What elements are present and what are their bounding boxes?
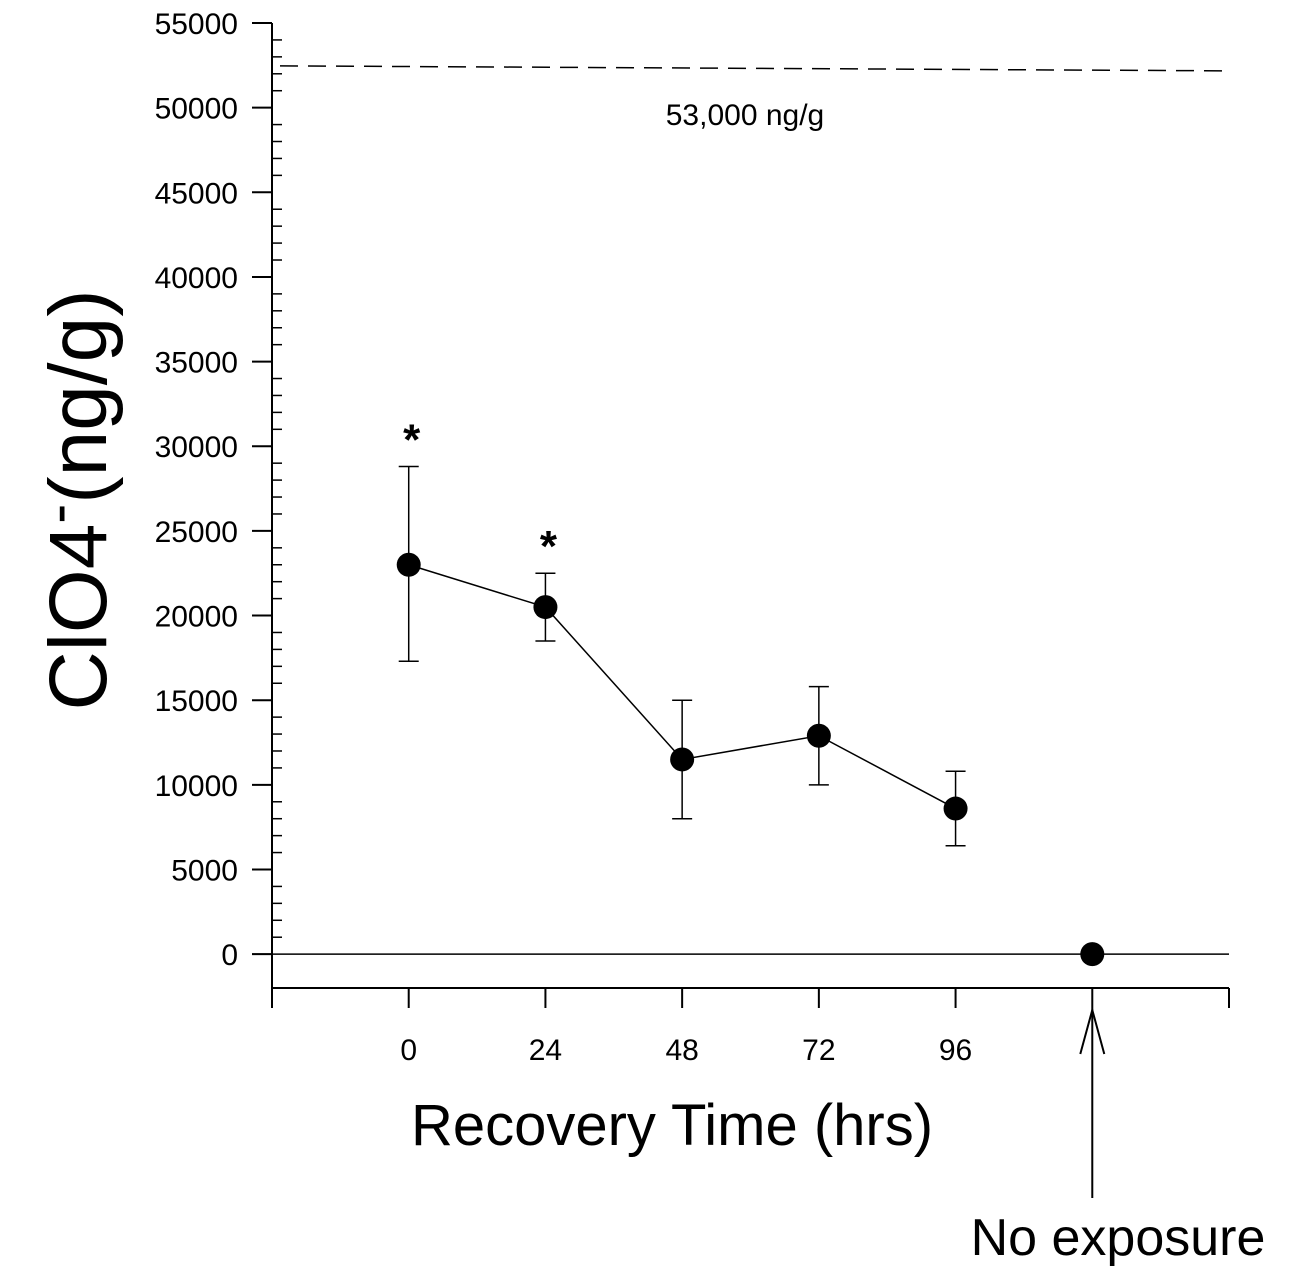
reference-line-group [279,65,1230,72]
y-tick-label: 5000 [171,854,238,887]
reference-line-label: 53,000 ng/g [666,99,824,132]
y-tick-label: 10000 [155,770,238,803]
x-tick-label: 72 [802,1034,835,1067]
data-point [943,796,968,821]
no-exposure-arrow-head [1079,1006,1106,1055]
significance-marker: * [540,522,558,571]
y-axis-title-main: ClO4 [33,524,124,711]
data-point [806,723,831,748]
x-tick-label: 24 [529,1034,562,1067]
data-point [670,747,695,772]
x-tick-label: 96 [939,1034,972,1067]
y-axis-title-unit: (ng/g) [33,289,124,503]
y-tick-label: 35000 [155,347,238,380]
no-exposure-label: No exposure [971,1209,1266,1267]
y-tick-label: 25000 [155,516,238,549]
y-tick-label: 30000 [155,431,238,464]
no-exposure-point [1080,942,1105,967]
y-axis-title-superscript: - [24,504,91,524]
significance-marker: * [403,416,421,465]
data-marks: ** [396,416,1106,1198]
x-tick-label: 48 [665,1034,698,1067]
data-point [533,595,558,620]
y-tick-label: 45000 [155,177,238,210]
x-axis-title: Recovery Time (hrs) [411,1093,933,1158]
y-tick-label: 55000 [155,8,238,41]
axes: 0 5000 10000 15000 20000 25000 30000 35000 40000… [155,8,1230,1067]
y-tick-label: 0 [221,939,238,972]
y-tick-label: 40000 [155,262,238,295]
x-tick-label: 0 [400,1034,417,1067]
reference-dashed-line [279,65,1230,72]
data-point [396,552,421,577]
y-axis-title: ClO4-(ng/g) [24,289,124,710]
y-tick-label: 50000 [155,93,238,126]
y-tick-label: 20000 [155,601,238,634]
y-tick-label: 15000 [155,685,238,718]
